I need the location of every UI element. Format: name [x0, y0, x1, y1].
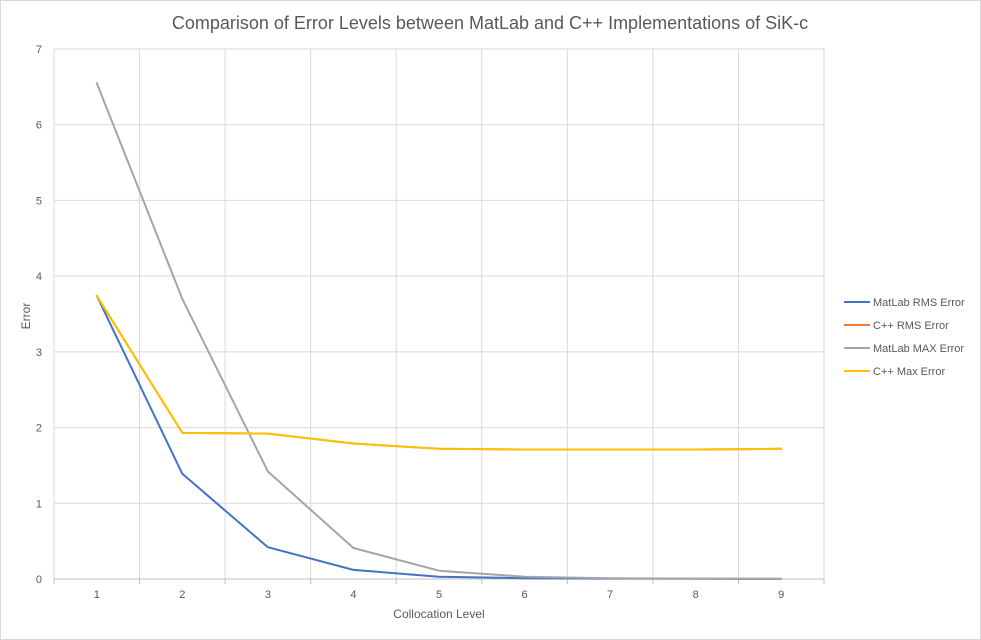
x-tick-label-5: 6 — [521, 589, 527, 601]
series-line-1 — [95, 294, 783, 451]
y-tick-label-1: 1 — [36, 498, 42, 510]
y-tick-label-7: 7 — [36, 44, 42, 56]
chart-title: Comparison of Error Levels between MatLa… — [172, 13, 808, 33]
gridlines — [53, 48, 825, 579]
x-tick-label-1: 2 — [179, 589, 185, 601]
y-tick-label-6: 6 — [36, 120, 42, 132]
legend-label-0: MatLab RMS Error — [873, 297, 965, 309]
y-tick-label-0: 0 — [36, 574, 42, 586]
y-tick-label-5: 5 — [36, 195, 42, 207]
y-axis-label: Error — [19, 303, 33, 330]
y-tick-label-3: 3 — [36, 347, 42, 359]
series-line-3 — [95, 294, 783, 451]
x-tick-label-0: 1 — [94, 589, 100, 601]
x-axis-label: Collocation Level — [393, 607, 484, 621]
x-tick-label-3: 4 — [350, 589, 356, 601]
x-tick-label-8: 9 — [778, 589, 784, 601]
legend: MatLab RMS Error C++ RMS Error MatLab MAX … — [844, 297, 965, 378]
y-tick-label-4: 4 — [36, 271, 42, 283]
x-tick-label-4: 5 — [436, 589, 442, 601]
series-line-2 — [95, 82, 783, 580]
tick-labels: 0 1 2 3 4 5 6 7 1 2 3 4 5 6 7 8 9 — [36, 44, 784, 601]
legend-label-2: MatLab MAX Error — [873, 343, 964, 355]
x-tick-label-7: 8 — [693, 589, 699, 601]
y-tick-label-2: 2 — [36, 423, 42, 435]
x-tick-label-2: 3 — [265, 589, 271, 601]
series-lines — [95, 82, 783, 580]
legend-label-1: C++ RMS Error — [873, 320, 949, 332]
legend-label-3: C++ Max Error — [873, 366, 945, 378]
x-tick-label-6: 7 — [607, 589, 613, 601]
series-line-0 — [95, 294, 783, 580]
